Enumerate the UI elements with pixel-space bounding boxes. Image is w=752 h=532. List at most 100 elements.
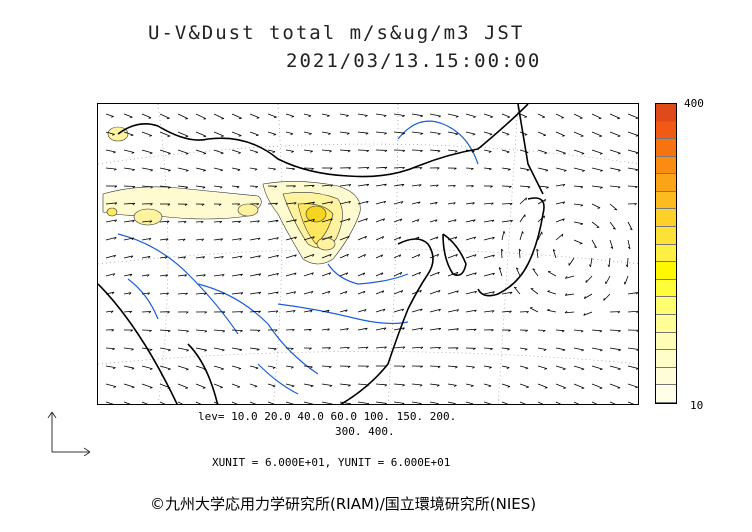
wind-vector [159,292,169,295]
wind-vector-head [185,311,189,314]
wind-vector [501,149,510,153]
wind-vector-head [237,386,240,388]
wind-vector-head [258,237,261,241]
wind-vector-head [436,403,439,404]
wind-vector-head [366,200,369,204]
wind-vector-head [455,254,458,257]
colorbar-band [656,350,676,368]
wind-vector [447,202,456,205]
wind-vector [447,254,458,259]
wind-vector-head [202,186,206,189]
wind-vector-head [617,311,621,314]
wind-vector [267,113,277,118]
wind-vector-head [168,349,171,352]
wind-vector [123,131,134,136]
wind-vector [609,203,618,211]
wind-vector [123,292,132,295]
wind-vector-head [544,387,548,389]
wind-vector [123,383,135,388]
wind-vector-head [276,254,279,258]
wind-vector-head [437,150,441,153]
wind-vector [321,401,333,404]
colorbar-min-label: 10 [690,399,704,412]
wind-vector-head [149,368,153,370]
wind-vector [429,184,439,187]
wind-vector-head [167,135,171,137]
wind-vector [393,272,402,277]
wind-vector [249,220,260,223]
wind-vector [267,254,279,259]
wind-vector [231,329,243,331]
wind-vector-head [417,236,420,240]
wind-vector [105,131,115,135]
wind-vector-head [311,184,315,188]
wind-vector [339,131,350,134]
wind-vector-head [471,185,474,188]
wind-vector-head [273,134,277,136]
colorbar-band [656,191,676,210]
wind-vector [483,202,494,205]
wind-vector-head [363,272,366,276]
wind-vector [393,167,405,169]
wind-vector [195,113,207,120]
wind-vector [141,347,153,350]
wind-vector [141,220,152,223]
wind-vector-head [420,115,423,118]
wind-vector [603,293,611,301]
wind-vector [411,131,423,134]
wind-vector-head [364,235,367,239]
wind-vector-head [491,329,494,332]
wind-vector [591,347,603,351]
wind-vector [267,149,276,152]
wind-vector-head [165,274,168,277]
wind-vector [285,219,297,223]
wind-vector-head [237,169,241,172]
wind-vector [591,365,603,370]
wind-vector [267,401,276,404]
wind-vector-head [490,348,493,351]
colorbar-band [656,262,676,280]
wind-vector-head [348,167,352,170]
wind-vector [249,131,259,136]
wind-vector [573,401,580,404]
wind-vector [339,201,351,205]
wind-vector [429,383,440,386]
wind-vector-head [402,167,405,170]
wind-vector-head [220,169,224,172]
wind-vector-head [524,134,528,136]
wind-vector-head [438,133,441,136]
wind-vector-head [132,169,135,172]
wind-vector-head [563,170,567,172]
wind-vector-head [473,116,476,118]
wind-vector-head [165,256,168,259]
wind-vector-head [148,238,152,241]
wind-vector-head [518,248,522,252]
wind-vector-head [420,308,423,312]
wind-vector [573,131,584,137]
wind-vector [357,183,369,187]
wind-vector [483,347,493,349]
wind-vector-head [599,349,603,352]
wind-vector [231,238,242,241]
wind-vector [429,131,441,134]
wind-vector-head [275,202,278,206]
wind-vector-head [472,366,475,369]
wind-vector-head [312,201,315,205]
wind-vector [123,365,135,369]
wind-vector-head [185,153,189,155]
wind-vector-head [274,116,277,119]
wind-vector [501,167,511,170]
wind-vector [591,203,601,209]
wind-vector [321,383,333,386]
wind-vector [141,167,153,171]
wind-vector-head [346,115,349,117]
wind-vector [267,310,279,313]
wind-vector [357,383,369,386]
wind-vector-head [204,311,208,314]
wind-vector-head [507,386,511,388]
wind-vector [177,383,189,389]
wind-vector-head [219,186,223,189]
wind-vector-head [310,366,313,369]
contour-levels: lev= 10.0 20.0 40.0 60.0 100. 150. 200. [198,410,457,423]
wind-vector [339,347,350,349]
